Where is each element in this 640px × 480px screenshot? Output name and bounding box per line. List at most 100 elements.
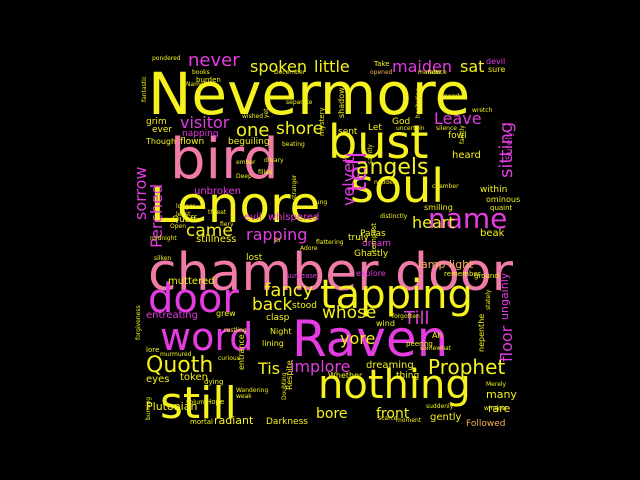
word-hope: Hope [206,398,224,406]
word-implore: implore [290,357,351,376]
word-wished: wished [242,113,263,120]
word-lattice: lattice [428,69,447,76]
word-let: Let [368,123,382,133]
word-grew: grew [216,309,236,318]
word-burden: burden [196,76,221,84]
word-maiden: maiden [392,57,452,76]
word-tempest: tempest [370,223,378,252]
word-quaint: quaint [490,204,513,212]
word-many: many [486,388,517,401]
word-mystery: mystery [318,107,326,136]
word-though: Though [145,137,176,146]
word-quaff: Quaff [172,215,197,225]
word-soul: soul [350,159,444,213]
word-sure: sure [488,65,505,74]
word-darkness: Darkness [266,417,308,427]
word-beating: beating [282,141,305,148]
word-pondered: pondered [152,55,181,62]
word-bird: bird [170,127,279,192]
word-respite: Respite [285,360,294,390]
word-scarce: scarce [378,415,398,422]
word-yore: yore [340,329,375,348]
word-grim: grim [146,117,167,127]
word-fowl: fowl [448,131,467,141]
word-back: back [252,295,293,315]
word-stately: stately [485,289,492,310]
word-window: window [484,405,507,412]
word-perched: Perched [147,184,166,248]
word-prophet: Prophet [428,355,505,379]
word-somewhat: somewhat [420,345,452,352]
word-entrance: entrance [237,334,246,370]
word-merely: Merely [486,381,507,388]
word-distinctly: distinctly [380,213,408,220]
word-ever: ever [152,125,172,135]
word-chamber-door: chamber door [148,243,514,303]
word-whether: Whether [328,371,363,380]
word-whose: whose [322,303,376,323]
word-visitor: visitor [180,113,230,132]
word-stood: stood [292,301,317,311]
word-doubting: Doubting [281,372,288,400]
word-tell: tell [343,151,373,192]
word-burning: burning [145,397,152,420]
word-never: never [188,50,240,71]
word-explore: explore [356,269,386,278]
word-little: little [314,57,350,76]
word-whispered: whispered [268,212,319,223]
word-nepenthe: nepenthe [477,314,486,352]
word-surely: Surely [505,131,515,160]
word-opened: opened [370,69,393,76]
word-fancy: fancy [264,280,314,301]
word-moment: moment [396,417,422,424]
word-marrow: marrow [418,69,441,76]
word-pallas: Pallas [360,229,386,239]
word-silence: silence [436,125,457,132]
word-forgiveness: forgiveness [135,305,142,340]
word-adore: Adore [300,245,318,252]
word-wretch: wretch [472,107,493,114]
word-ember: ember [236,159,256,166]
word-nearly: nearly [444,93,463,100]
word-token: token [180,372,208,383]
word-wind: wind [376,319,395,328]
word-sir: sir [274,237,282,244]
word-door: door [148,276,239,322]
word-dream: dream [362,239,391,249]
word-longer: longer [176,203,196,210]
word-truly: truly [348,233,369,243]
word-clasp: clasp [266,313,290,323]
word-floor: floor [497,325,516,362]
word-devil: devil [486,57,505,66]
word-heard: heard [452,150,481,161]
word-sat: sat [460,57,484,76]
word-peering: peering [406,340,433,348]
word-nothing: nothing [318,362,471,408]
word-shore: shore [276,119,323,139]
word-radiant: radiant [214,414,254,427]
word-lenore: Lenore [150,176,320,234]
word-dreaming: dreaming [366,360,414,371]
word-filled: filled [258,169,273,176]
word-ungainly: ungainly [498,272,511,320]
word-spoken: spoken [250,57,307,76]
word-fantastic: fantastic [141,76,148,102]
word-till: Till [403,308,429,329]
word-muttered: muttered [168,276,214,287]
word-leave: Leave [434,109,482,128]
word-rustling: rustling [224,327,247,334]
word-entreating: entreating [146,310,198,321]
word-faintly: faintly [459,125,466,144]
word-ah: Ah [432,331,443,340]
word-quoth: Quoth [146,353,213,378]
word-lining: lining [262,339,284,348]
word-sorrow: sorrow [131,166,150,220]
word-plutonian: Plutonian [146,400,197,413]
word-bit: bit [276,81,284,88]
word-nevermore: Nevermore [148,60,470,128]
word-beguiling: beguiling [228,137,270,147]
word-thing: thing [396,371,419,381]
word-curious: curious [218,355,240,362]
word-tapping: tapping [320,272,473,318]
